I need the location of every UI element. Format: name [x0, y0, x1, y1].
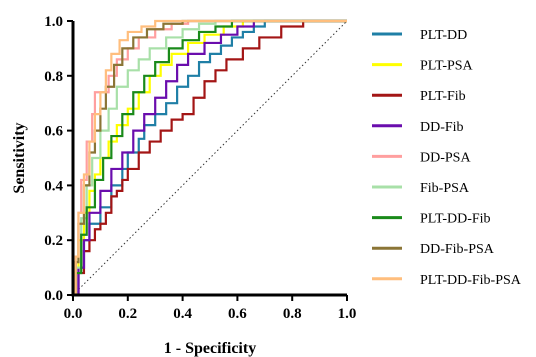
y-tick-label: 0.2 [44, 233, 63, 249]
plot-area [72, 19, 348, 297]
y-tick-label: 1.0 [44, 14, 63, 30]
legend-item: PLT-Fib [372, 89, 466, 104]
legend-item: PLT-DD-Fib [372, 212, 491, 227]
legend-label: DD-PSA [420, 150, 471, 165]
axes [71, 21, 347, 297]
y-axis-ticks: 0.0 0.2 0.4 0.6 0.8 1.0 [44, 14, 73, 304]
y-tick-label: 0.6 [44, 124, 63, 140]
roc-curve-dd-fib-psa [73, 19, 347, 297]
legend-item: DD-Fib-PSA [372, 242, 495, 257]
legend-item: PLT-PSA [372, 59, 474, 74]
legend-label: PLT-DD [420, 28, 467, 43]
legend-item: DD-Fib [372, 120, 464, 135]
legend: PLT-DD PLT-PSA PLT-Fib DD-Fib DD-PSA Fib-PSA P… [372, 28, 522, 288]
y-tick-label: 0.4 [44, 178, 63, 194]
legend-item: PLT-DD-Fib-PSA [372, 273, 522, 288]
legend-label: Fib-PSA [420, 181, 470, 196]
roc-curve-dd-fib [73, 19, 347, 297]
legend-item: DD-PSA [372, 150, 471, 165]
y-axis-title: Sensitivity [11, 122, 28, 193]
x-tick-label: 0.8 [283, 306, 302, 322]
roc-curve-plt-fib [73, 19, 347, 297]
y-tick-label: 0.0 [44, 288, 63, 304]
y-tick-label: 0.8 [44, 69, 63, 85]
reference-diagonal-line [72, 20, 348, 296]
legend-label: DD-Fib [420, 120, 464, 135]
x-tick-label: 0.2 [118, 306, 137, 322]
roc-curve-plt-dd-fib [73, 19, 347, 297]
legend-item: Fib-PSA [372, 181, 470, 196]
legend-label: PLT-Fib [420, 89, 466, 104]
x-tick-label: 0.4 [173, 306, 192, 322]
roc-curve-plt-dd-fib-psa [73, 19, 347, 297]
roc-curve-plt-dd [73, 19, 347, 297]
x-tick-label: 0.0 [64, 306, 83, 322]
legend-label: PLT-PSA [420, 59, 474, 74]
x-axis-ticks: 0.0 0.2 0.4 0.6 0.8 1.0 [64, 295, 357, 322]
legend-label: PLT-DD-Fib [420, 212, 491, 227]
x-tick-label: 1.0 [338, 306, 357, 322]
x-tick-label: 0.6 [228, 306, 247, 322]
x-axis-title: 1 - Specificity [164, 340, 256, 357]
legend-label: PLT-DD-Fib-PSA [420, 273, 522, 288]
legend-item: PLT-DD [372, 28, 467, 43]
legend-label: DD-Fib-PSA [420, 242, 495, 257]
